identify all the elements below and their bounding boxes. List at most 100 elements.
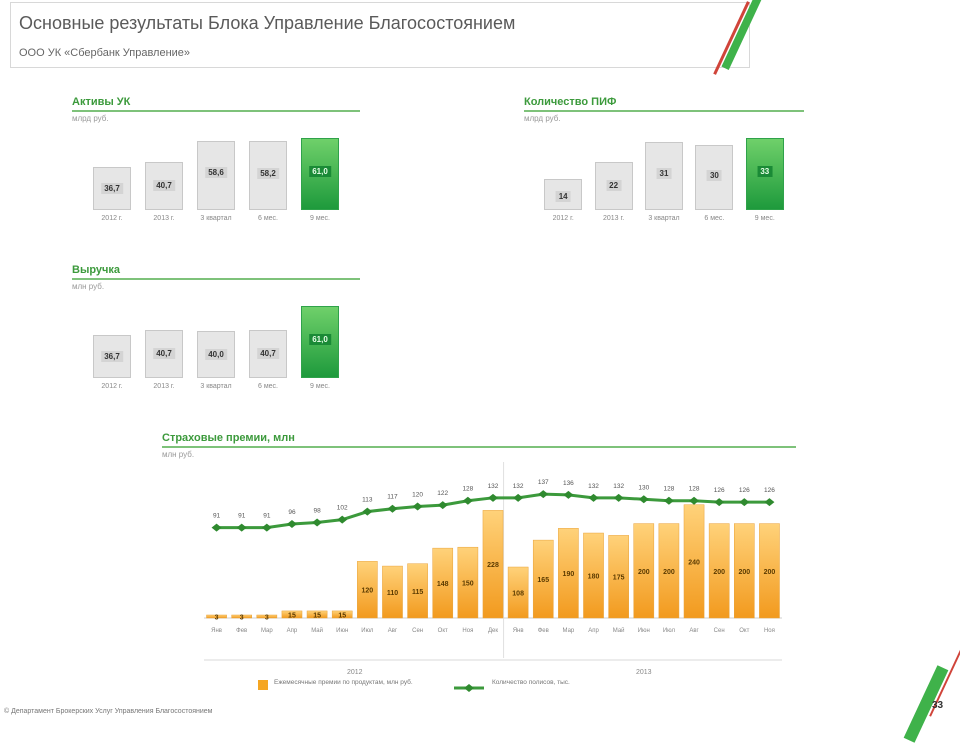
line-marker [261, 523, 272, 532]
month-label: Апр [287, 628, 298, 634]
panel-rule [524, 110, 804, 112]
bar-value-label: 61,0 [309, 165, 331, 177]
premium-bar [759, 523, 780, 619]
premium-bar [708, 523, 730, 619]
category-label: 3 квартал [200, 215, 232, 222]
line-data-label: 136 [563, 480, 574, 487]
page-number: 33 [932, 700, 944, 711]
line-data-label: 122 [437, 490, 448, 497]
panel-rule [72, 278, 360, 280]
bar-area: 36,7 40,7 58,6 58,2 61,0 [86, 132, 346, 210]
bar: 31 [645, 142, 683, 210]
panel-funds: Количество ПИФ млрд руб. 14 22 31 30 33 2012 г.… [524, 96, 804, 246]
premium-bar [407, 563, 428, 619]
bar-value-label: 58,6 [205, 167, 227, 179]
line-data-label: 91 [238, 513, 246, 520]
bar-value-label: 61,0 [309, 333, 331, 345]
month-label: Окт [438, 628, 448, 634]
bar-data-label: 3 [240, 615, 244, 622]
premium-bar [532, 539, 554, 619]
line-data-label: 132 [488, 483, 499, 490]
premium-bar [382, 565, 403, 619]
category-label: 3 квартал [200, 383, 232, 390]
line-data-label: 126 [714, 487, 725, 494]
line-marker [663, 496, 674, 505]
month-label: Авг [689, 628, 699, 634]
line-marker [236, 523, 247, 532]
line-marker [387, 504, 398, 513]
bar-data-label: 15 [313, 612, 321, 619]
line-data-label: 96 [288, 509, 296, 516]
bar-data-label: 200 [638, 569, 650, 576]
bar: 58,6 [197, 140, 235, 210]
legend-label-policies: Количество полисов, тыс. [492, 679, 570, 686]
month-label: Июл [663, 628, 676, 634]
line-marker [488, 493, 498, 502]
line-marker [462, 496, 473, 505]
line-data-label: 126 [739, 487, 750, 494]
month-label: Янв [513, 628, 524, 634]
bar-data-label: 110 [387, 590, 398, 597]
month-label: Дек [488, 628, 498, 634]
panel-revenue: Выручка млн руб. 36,7 40,7 40,0 40,7 61,0 2012 … [72, 264, 360, 414]
bar: 40,7 [145, 329, 183, 378]
month-label: Авг [388, 628, 398, 634]
year-label-2012: 2012 [347, 669, 363, 676]
line-data-label: 120 [412, 492, 423, 499]
bar: 30 [695, 144, 734, 210]
panel-unit: млрд руб. [524, 114, 561, 123]
panel-title: Количество ПИФ [524, 96, 617, 108]
line-data-label: 128 [689, 486, 700, 493]
premium-bar [457, 546, 479, 619]
bar-value-label: 22 [606, 180, 622, 192]
slide-subtitle: ООО УК «Сбербанк Управление» [19, 47, 191, 59]
bar-data-label: 148 [437, 581, 449, 588]
month-label: Апр [588, 628, 599, 634]
bar-value-label: 40,7 [153, 180, 175, 192]
bar-data-label: 165 [537, 577, 549, 584]
bar-data-label: 120 [362, 588, 374, 595]
bar-data-label: 200 [713, 569, 725, 576]
bar: 40,7 [249, 329, 287, 378]
month-label: Мар [261, 628, 273, 634]
bar: 33 [745, 138, 784, 210]
category-label: 6 мес. [258, 215, 278, 222]
bar: 61,0 [301, 306, 339, 378]
premium-bar [331, 610, 353, 619]
bar: 58,2 [249, 141, 287, 210]
line-marker [714, 498, 725, 507]
category-label: 2012 г. [101, 215, 123, 222]
legend-label-premiums: Ежемесячные премии по продуктам, млн руб… [274, 678, 413, 686]
bar-data-label: 180 [588, 574, 600, 581]
line-data-label: 91 [263, 513, 271, 520]
line-marker [689, 496, 700, 505]
premium-bar [734, 523, 755, 619]
line-marker [764, 498, 775, 507]
bar-value-label: 33 [757, 165, 773, 177]
category-label: 6 мес. [704, 215, 725, 222]
bar: 22 [594, 162, 633, 210]
line-data-label: 128 [663, 486, 674, 493]
line-marker [613, 493, 624, 502]
line-marker [337, 515, 348, 524]
line-data-label: 113 [362, 497, 373, 504]
premium-bar [633, 523, 655, 619]
bar: 40,7 [145, 161, 183, 210]
bar-data-label: 3 [265, 615, 269, 622]
slide-title: Основные результаты Блока Управление Бла… [19, 13, 516, 33]
month-label: Фев [538, 628, 549, 634]
big-chart-unit: млн руб. [162, 450, 195, 459]
bar-value-label: 58,2 [257, 167, 279, 179]
premium-bar [432, 547, 454, 619]
category-label: 2013 г. [153, 383, 175, 390]
premium-bar [306, 610, 328, 619]
bar-value-label: 40,7 [257, 348, 279, 360]
month-label: Ноя [462, 628, 473, 634]
category-label: 9 мес. [310, 215, 330, 222]
premium-bar [658, 523, 680, 619]
bar-data-label: 175 [613, 575, 625, 582]
year-label-2013: 2013 [636, 669, 652, 676]
bar-data-label: 200 [738, 569, 750, 576]
bar-value-label: 31 [656, 168, 672, 180]
category-label: 9 мес. [754, 215, 775, 222]
